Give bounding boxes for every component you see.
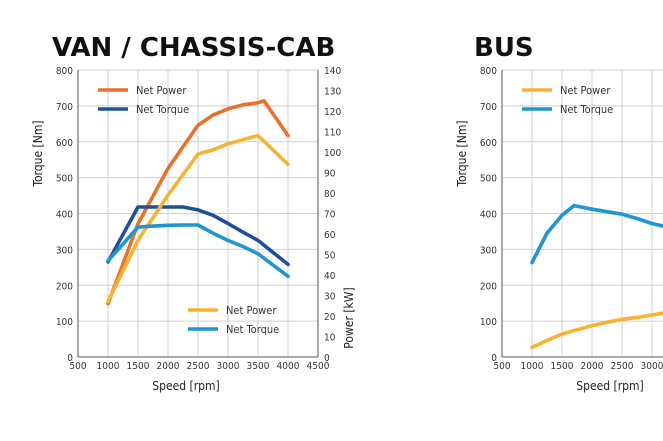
van-chassis-cab-chart: VAN / CHASSIS-CAB01002003004005006007008…	[31, 33, 356, 393]
y-tick-label: 100	[480, 317, 497, 328]
y2-tick-label: 10	[324, 333, 336, 344]
net-torque-line	[530, 203, 663, 265]
y2-tick-label: 90	[324, 169, 336, 180]
y2-tick-label: 0	[324, 353, 330, 364]
chart-title: VAN / CHASSIS-CAB	[52, 33, 335, 63]
y2-tick-label: 80	[324, 189, 336, 200]
chart-title: BUS	[474, 33, 534, 63]
x-tick-label: 2500	[611, 361, 634, 372]
x-tick-label: 4000	[277, 361, 300, 372]
y-tick-label: 500	[56, 174, 73, 185]
y-tick-label: 100	[56, 317, 73, 328]
y-tick-label: 800	[480, 66, 497, 77]
legend-top-left: Net Power Net Torque	[98, 84, 189, 116]
legend-bottom-right: Net Power Net Torque	[188, 304, 279, 336]
legend-label: Net Power	[226, 304, 277, 317]
y-tick-label: 700	[480, 102, 497, 113]
legend-top-left: Net Power Net Torque	[522, 84, 613, 116]
legend-label: Net Torque	[136, 103, 189, 116]
x-tick-label: 2000	[581, 361, 604, 372]
x-tick-label: 1000	[521, 361, 544, 372]
bus-chart: BUS 0 100 200 300 400 500 600 700 800 500 1000 1500 2…	[455, 33, 663, 393]
y2-tick-label: 140	[324, 66, 341, 77]
y2-axis-label: Power [kW]	[342, 287, 356, 348]
legend-label: Net Torque	[226, 323, 279, 336]
series-group	[106, 99, 290, 306]
y-tick-label: 600	[56, 138, 73, 149]
x-tick-label: 3500	[247, 361, 270, 372]
y-tick-label: 400	[480, 210, 497, 221]
x-tick-label: 1500	[551, 361, 574, 372]
x-tick-label: 4500	[307, 361, 330, 372]
y2-tick-label: 120	[324, 107, 341, 118]
legend-label: Net Torque	[560, 103, 613, 116]
x-tick-label: 2000	[157, 361, 180, 372]
net-power-line	[106, 99, 290, 306]
y2-tick-label: 40	[324, 271, 336, 282]
y2-tick-label: 100	[324, 148, 341, 159]
legend-label: Net Power	[560, 84, 611, 97]
net-power-line	[530, 311, 663, 350]
grid	[502, 69, 663, 358]
y2-tick-label: 30	[324, 292, 336, 303]
x-axis-label: Speed [rpm]	[576, 379, 644, 393]
y2-tick-label: 60	[324, 230, 336, 241]
y2-tick-label: 110	[324, 128, 341, 139]
x-tick-label: 500	[493, 361, 510, 372]
x-tick-label: 3000	[641, 361, 663, 372]
x-tick-label: 3000	[217, 361, 240, 372]
y-tick-label: 300	[56, 245, 73, 256]
series-group	[530, 203, 663, 350]
y2-tick-label: 70	[324, 210, 336, 221]
y-tick-label: 700	[56, 102, 73, 113]
y-axis-label: Torque [Nm]	[455, 120, 469, 187]
x-tick-label: 2500	[187, 361, 210, 372]
y-tick-label: 800	[56, 66, 73, 77]
y-tick-label: 0	[491, 353, 497, 364]
y2-tick-label: 20	[324, 312, 336, 323]
y-tick-label: 600	[480, 138, 497, 149]
x-tick-label: 1000	[97, 361, 120, 372]
y-tick-label: 500	[480, 174, 497, 185]
y2-tick-label: 50	[324, 251, 336, 262]
y-tick-label: 200	[480, 281, 497, 292]
grid	[78, 69, 318, 358]
legend-label: Net Power	[136, 84, 187, 97]
y-tick-label: 300	[480, 245, 497, 256]
net-torque-line	[106, 205, 290, 267]
x-tick-label: 500	[69, 361, 86, 372]
y-tick-label: 200	[56, 281, 73, 292]
net-torque-line	[106, 223, 290, 279]
y2-tick-label: 130	[324, 87, 341, 98]
x-tick-label: 1500	[127, 361, 150, 372]
y-axis-label: Torque [Nm]	[31, 120, 45, 187]
y-tick-label: 400	[56, 210, 73, 221]
x-axis-label: Speed [rpm]	[152, 379, 220, 393]
y-tick-label: 0	[67, 353, 73, 364]
